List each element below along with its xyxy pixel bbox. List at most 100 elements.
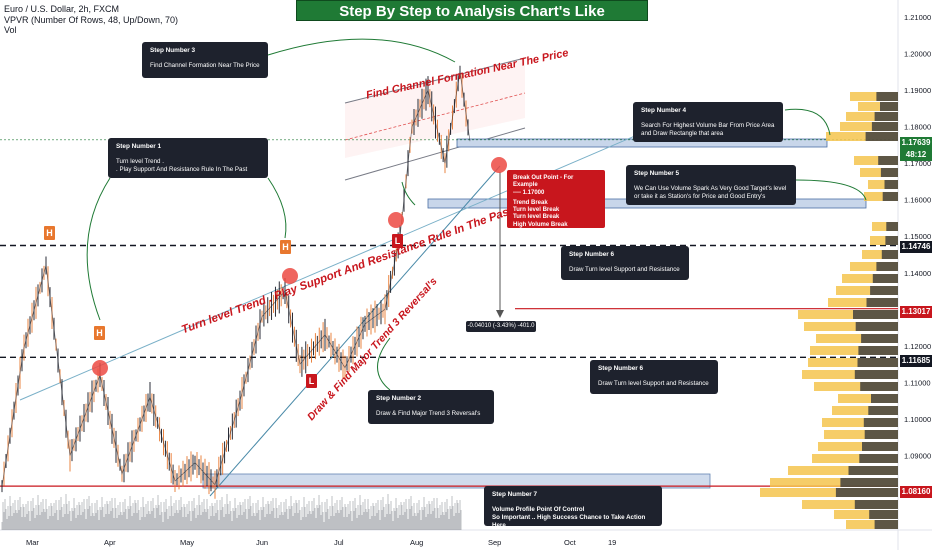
vp-bar-down xyxy=(853,310,898,319)
vp-bar-down xyxy=(854,500,898,509)
y-tick-label: 1.17000 xyxy=(904,159,931,168)
high-marker[interactable]: H xyxy=(280,240,291,254)
step-7-title: Step Number 7 xyxy=(492,491,538,498)
step-5-box[interactable]: Step Number 5 We Can Use Volume Spark As… xyxy=(626,165,796,205)
channel-upper xyxy=(344,57,526,104)
vp-bar-down xyxy=(882,192,898,201)
symbol-name[interactable]: Euro / U.S. Dollar, 2h, FXCM xyxy=(4,4,120,14)
vp-bar xyxy=(860,168,898,177)
step-6a-line1: Draw Turn level Support and Resistance xyxy=(569,266,680,273)
high-marker[interactable]: H xyxy=(44,226,55,240)
vp-bar xyxy=(836,286,898,295)
vp-bar-down xyxy=(862,442,898,451)
vp-bar-down xyxy=(880,102,898,111)
step-6b-title: Step Number 6 xyxy=(598,365,644,372)
step-5-line2: or take it as Station's for Price and Go… xyxy=(634,193,766,200)
vp-bar-down xyxy=(857,358,898,367)
high-marker[interactable]: H xyxy=(94,326,105,340)
symbol-info: Euro / U.S. Dollar, 2h, FXCM VPVR (Numbe… xyxy=(4,4,178,36)
indicator-vol[interactable]: Vol xyxy=(4,25,17,35)
vp-bar xyxy=(824,430,898,439)
vp-bar xyxy=(864,192,898,201)
vp-bar xyxy=(802,370,898,379)
vp-bar-down xyxy=(871,394,898,403)
step-1-title: Step Number 1 xyxy=(116,143,162,150)
step-6b-box[interactable]: Step Number 6 Draw Turn level Support an… xyxy=(590,360,718,394)
vp-bar-down xyxy=(876,92,898,101)
breakout-dot xyxy=(491,157,507,173)
x-tick-label: Oct xyxy=(564,538,576,547)
channel-lower xyxy=(344,127,526,181)
low-marker[interactable]: L xyxy=(306,374,317,388)
annotation-arrow xyxy=(267,177,287,239)
step-7-box[interactable]: Step Number 7 Volume Profile Point Of Co… xyxy=(484,486,662,529)
x-tick-label: Jun xyxy=(256,538,269,547)
x-tick-label: Jul xyxy=(334,538,344,547)
low-marker[interactable]: L xyxy=(392,234,403,248)
measure-label: -0.04010 (-3.43%) -401.0 xyxy=(466,321,536,332)
vp-bar-down xyxy=(855,322,898,331)
vp-bar-down xyxy=(878,156,898,165)
y-tick-label: 1.19000 xyxy=(904,86,931,95)
vp-bar-down xyxy=(874,520,898,529)
step-4-box[interactable]: Step Number 4 Search For Highest Volume … xyxy=(633,102,783,142)
vp-bar xyxy=(858,102,898,111)
price-series xyxy=(1,71,471,487)
price-tag-level: 1.11685 xyxy=(900,355,932,367)
y-tick-label: 1.21000 xyxy=(904,13,931,22)
indicator-vpvr[interactable]: VPVR (Number Of Rows, 48, Up/Down, 70) xyxy=(4,14,179,25)
vp-bar-down xyxy=(884,180,898,189)
vp-bar-down xyxy=(880,168,898,177)
vp-bar-down xyxy=(854,370,898,379)
touch-point-dot xyxy=(92,360,108,376)
step-2-title: Step Number 2 xyxy=(376,395,422,402)
vp-bar-down xyxy=(869,510,898,519)
vp-bar-down xyxy=(859,454,898,463)
vp-bar-down xyxy=(872,274,898,283)
vp-bar xyxy=(804,322,898,331)
annotation-arrow xyxy=(86,177,111,321)
vp-bar-down xyxy=(861,334,898,343)
touch-point-dot xyxy=(388,212,404,228)
vp-bar-down xyxy=(881,250,898,259)
poc-zone-rect xyxy=(202,473,711,489)
vp-bar xyxy=(760,488,898,497)
step-2-box[interactable]: Step Number 2 Draw & Find Major Trend 3 … xyxy=(368,390,494,424)
vp-bar-down xyxy=(840,478,898,487)
vp-bar-down xyxy=(874,112,898,121)
vp-bar xyxy=(834,510,898,519)
vp-bar xyxy=(802,500,898,509)
step-4-line1: Search For Highest Volume Bar From Price… xyxy=(641,122,775,129)
trend-line-major xyxy=(209,165,501,497)
step-6b-line1: Draw Turn level Support and Resistance xyxy=(598,380,709,387)
vp-bar xyxy=(846,112,898,121)
vp-bar-down xyxy=(886,222,898,231)
vp-bar xyxy=(854,156,898,165)
y-tick-label: 1.09000 xyxy=(904,451,931,460)
step-7-line2: So Important .. High Success Chance to T… xyxy=(492,514,646,529)
y-tick-label: 1.18000 xyxy=(904,123,931,132)
y-tick-label: 1.15000 xyxy=(904,232,931,241)
vp-bar-down xyxy=(868,406,898,415)
breakout-box[interactable]: Break Out Point - For Example ---- 1.170… xyxy=(507,170,605,228)
vp-bar-down xyxy=(876,262,898,271)
vp-bar xyxy=(770,478,898,487)
breakout-line4: Turn level Break xyxy=(513,207,560,214)
step-7-line1: Volume Profile Point Of Control xyxy=(492,506,585,513)
touch-point-dot xyxy=(282,268,298,284)
step-3-box[interactable]: Step Number 3 Find Channel Formation Nea… xyxy=(142,42,268,78)
vp-bar-down xyxy=(848,466,898,475)
step-1-box[interactable]: Step Number 1 Turn level Trend . . Play … xyxy=(108,138,268,178)
annotation-arrow xyxy=(401,181,416,206)
step-6a-box[interactable]: Step Number 6 Draw Turn level Support an… xyxy=(561,246,689,280)
vp-bar xyxy=(798,310,898,319)
step-5-line1: We Can Use Volume Spark As Very Good Tar… xyxy=(634,185,787,192)
x-tick-label: Aug xyxy=(410,538,424,547)
vp-bar xyxy=(850,262,898,271)
measure-arrow-head xyxy=(496,310,504,318)
x-tick-label: May xyxy=(180,538,195,547)
title-banner: Step By Step to Analysis Chart's Like Pr… xyxy=(296,0,648,41)
vp-bar xyxy=(788,466,898,475)
